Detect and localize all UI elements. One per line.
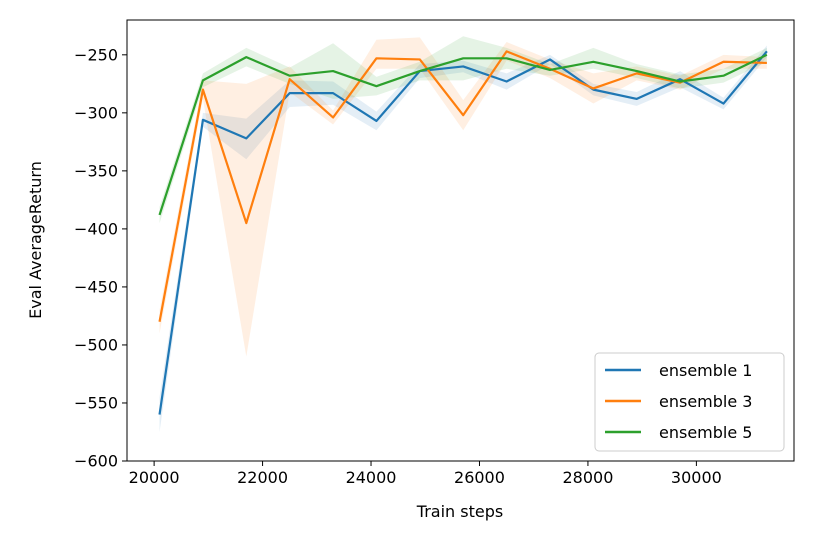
legend-label-2: ensemble 3 bbox=[659, 392, 752, 411]
y-tick-label: −350 bbox=[74, 161, 118, 180]
y-tick-label: −550 bbox=[74, 393, 118, 412]
y-tick-label: −600 bbox=[74, 452, 118, 471]
series-band-3 bbox=[159, 36, 767, 224]
x-tick-label: 28000 bbox=[562, 468, 613, 487]
legend-label-3: ensemble 5 bbox=[659, 423, 752, 442]
plot-frame bbox=[126, 19, 795, 462]
y-tick-label: −300 bbox=[74, 103, 118, 122]
x-axis-label: Train steps bbox=[416, 502, 503, 521]
y-tick-label: −400 bbox=[74, 219, 118, 238]
legend-box bbox=[594, 352, 785, 452]
series-lines bbox=[158, 50, 768, 415]
y-axis-label: Eval AverageReturn bbox=[26, 161, 45, 319]
series-line-2 bbox=[158, 50, 767, 322]
y-tick-label: −500 bbox=[74, 335, 118, 354]
legend: ensemble 1 ensemble 3 ensemble 5 bbox=[594, 352, 785, 452]
x-tick-label: 30000 bbox=[671, 468, 722, 487]
x-tick-label: 24000 bbox=[346, 468, 397, 487]
x-tick-label: 20000 bbox=[129, 468, 180, 487]
legend-label-1: ensemble 1 bbox=[659, 361, 752, 380]
x-tick-label: 22000 bbox=[237, 468, 288, 487]
y-axis-ticks: −600 −550 −500 −450 −400 −350 −300 −250 bbox=[74, 45, 127, 471]
y-tick-label: −450 bbox=[74, 277, 118, 296]
series-line-1 bbox=[158, 50, 768, 415]
x-axis-ticks: 20000 22000 24000 26000 28000 30000 bbox=[129, 461, 722, 487]
x-tick-label: 26000 bbox=[454, 468, 505, 487]
y-tick-label: −250 bbox=[74, 45, 118, 64]
series-line-3 bbox=[158, 53, 768, 216]
